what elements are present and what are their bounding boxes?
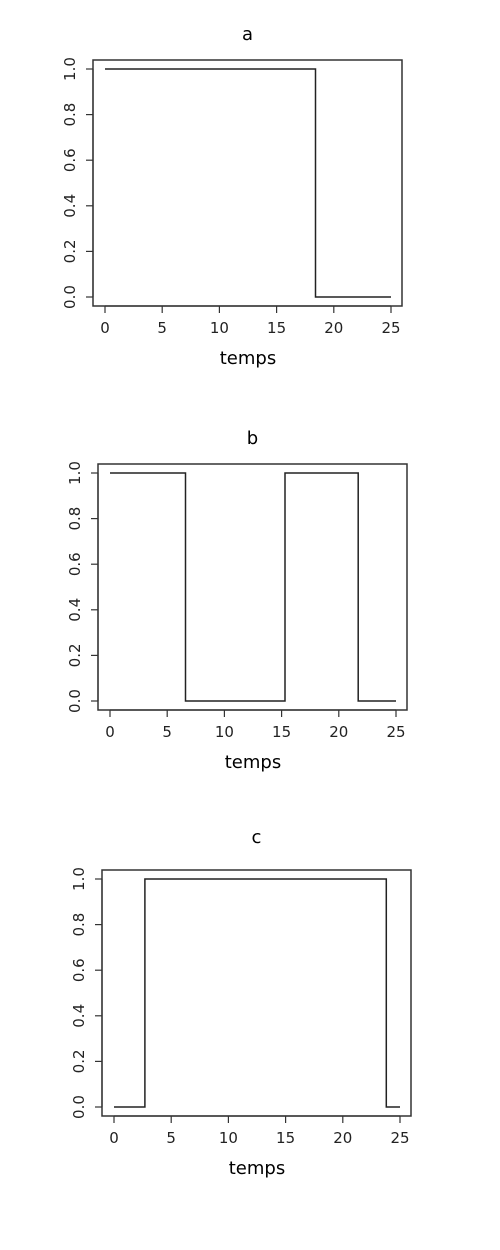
series-line [110,472,396,702]
x-tick-label: 0 [105,723,115,741]
y-tick-label: 0.8 [66,507,84,531]
y-tick-label: 0.0 [70,1095,88,1119]
chart-title: c [252,827,262,848]
x-axis-label: temps [229,1158,285,1179]
y-tick-label: 0.4 [66,598,84,622]
x-tick-label: 0 [100,319,110,337]
y-tick-label: 0.0 [61,285,79,309]
x-tick-label: 15 [267,319,286,337]
series-line [114,878,400,1108]
y-tick-label: 0.4 [70,1004,88,1028]
x-axis-label: temps [225,752,281,773]
chart-panel: a 0 5 10 15 20 25 0.0 0.2 0.4 0.6 0.8 1.0 temps [61,24,403,369]
y-tick-label: 0.4 [61,194,79,218]
x-tick-label: 0 [109,1129,119,1147]
x-tick-label: 15 [276,1129,295,1147]
y-tick-label: 1.0 [70,867,88,891]
chart-panel: b 0 5 10 15 20 25 0.0 0.2 0.4 0.6 0.8 1.0 temps [66,428,408,773]
y-tick-label: 0.2 [61,239,79,263]
chart-title: a [242,24,253,45]
chart-panel: c 0 5 10 15 20 25 0.0 0.2 0.4 0.6 0.8 1.0 temps [70,827,412,1179]
x-tick-label: 25 [390,1129,409,1147]
plot-frame [97,463,408,711]
y-tick-label: 0.6 [70,958,88,982]
y-tick-label: 0.8 [61,103,79,127]
x-tick-label: 5 [157,319,167,337]
x-tick-label: 20 [329,723,348,741]
y-tick-label: 0.6 [61,148,79,172]
plot-frame [92,59,403,307]
y-tick-label: 0.8 [70,913,88,937]
x-tick-label: 25 [381,319,400,337]
y-tick-label: 0.0 [66,689,84,713]
y-tick-label: 1.0 [66,461,84,485]
x-tick-label: 5 [162,723,172,741]
x-tick-label: 25 [386,723,405,741]
x-tick-label: 15 [272,723,291,741]
x-tick-label: 10 [210,319,229,337]
y-tick-label: 0.2 [70,1049,88,1073]
x-tick-label: 20 [324,319,343,337]
chart-title: b [247,428,258,449]
x-tick-label: 10 [215,723,234,741]
y-tick-label: 0.6 [66,552,84,576]
series-line [105,68,391,298]
x-axis-label: temps [220,348,276,369]
x-tick-label: 20 [333,1129,352,1147]
y-tick-label: 0.2 [66,643,84,667]
x-tick-label: 10 [219,1129,238,1147]
x-tick-label: 5 [166,1129,176,1147]
y-tick-label: 1.0 [61,57,79,81]
plot-frame [101,869,412,1117]
